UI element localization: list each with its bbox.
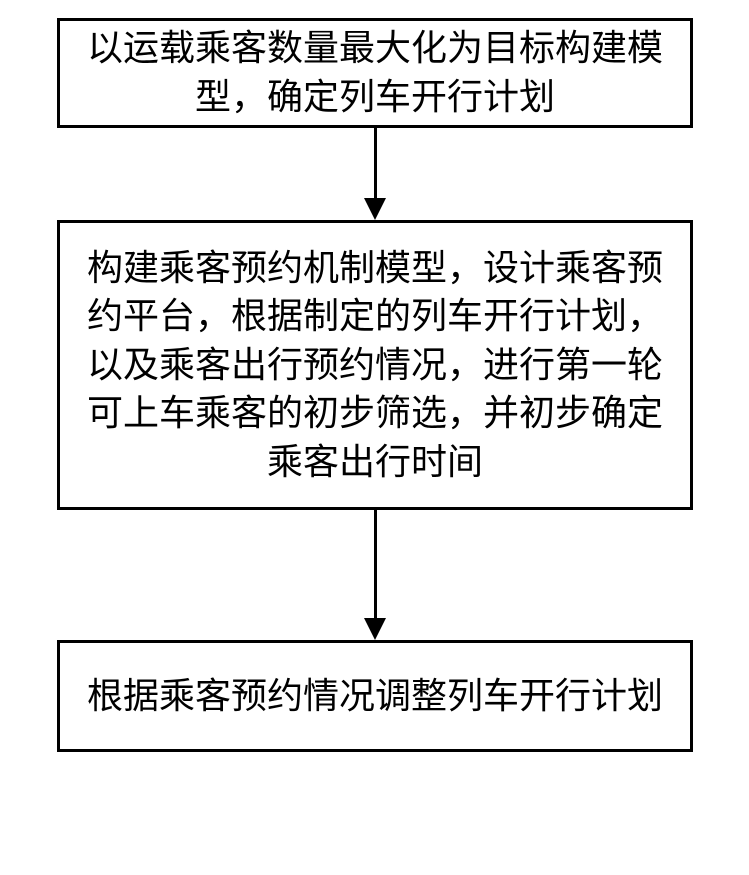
flowchart-container: 以运载乘客数量最大化为目标构建模型，确定列车开行计划 构建乘客预约机制模型，设计…: [55, 18, 695, 752]
flow-arrow-1: [364, 128, 386, 220]
arrow-head-icon: [364, 198, 386, 220]
arrow-shaft-icon: [374, 128, 377, 198]
flow-step-3: 根据乘客预约情况调整列车开行计划: [57, 640, 693, 752]
flow-arrow-2: [364, 510, 386, 640]
arrow-shaft-icon: [374, 510, 377, 618]
arrow-head-icon: [364, 618, 386, 640]
flow-step-1-text: 以运载乘客数量最大化为目标构建模型，确定列车开行计划: [78, 24, 672, 121]
flow-step-3-text: 根据乘客预约情况调整列车开行计划: [87, 672, 663, 721]
flow-step-2: 构建乘客预约机制模型，设计乘客预约平台，根据制定的列车开行计划，以及乘客出行预约…: [57, 220, 693, 510]
flow-step-1: 以运载乘客数量最大化为目标构建模型，确定列车开行计划: [57, 18, 693, 128]
flow-step-2-text: 构建乘客预约机制模型，设计乘客预约平台，根据制定的列车开行计划，以及乘客出行预约…: [78, 244, 672, 487]
